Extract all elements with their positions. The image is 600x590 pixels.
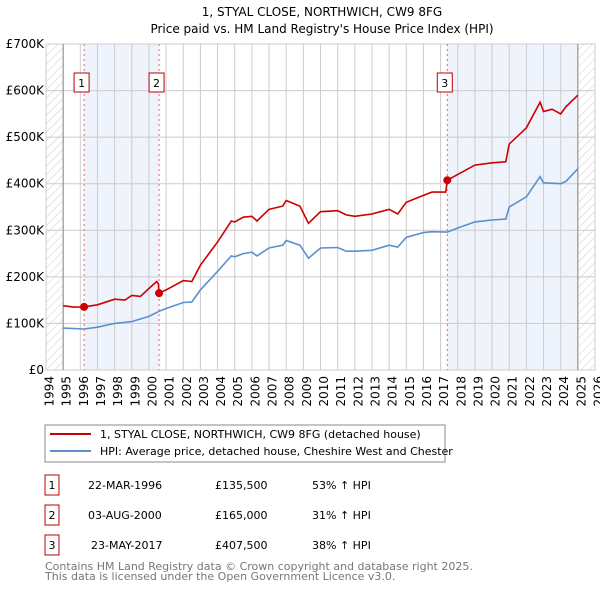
x-tick-label: 1995 (60, 376, 74, 407)
sale-marker-label: 1 (78, 77, 85, 90)
x-tick-label: 2019 (471, 376, 485, 407)
x-tick-label: 1994 (43, 376, 57, 407)
chart-subtitle: Price paid vs. HM Land Registry's House … (150, 22, 493, 36)
plot-area: 1994 1995 1996 1997 1998 1999 2000 2001 2002 2003… (6, 37, 600, 407)
sale-marker-box (436, 72, 453, 93)
legend-property-label: 1, STYAL CLOSE, NORTHWICH, CW9 8FG (deta… (100, 428, 421, 441)
table-row: 2 03-AUG-2000 £165,000 31% ↑ HPI (44, 504, 371, 526)
x-tick-label: 2021 (506, 376, 520, 407)
shaded-ownership-period (84, 44, 160, 370)
series-line-property (63, 94, 579, 308)
footer-copyright: Contains HM Land Registry data © Crown c… (45, 560, 473, 573)
x-tick-label: 1996 (77, 376, 91, 407)
x-tick-label: 2022 (523, 376, 537, 407)
x-tick-label: 2026 (592, 376, 600, 407)
legend-hpi-label: HPI: Average price, detached house, Ches… (100, 445, 453, 458)
x-tick-label: 2002 (180, 376, 194, 407)
x-tick-label: 2009 (300, 376, 314, 407)
sale-point (443, 176, 452, 185)
hatched-region-after (577, 44, 595, 370)
y-tick-label: £600K (6, 84, 46, 98)
y-tick-label: £0 (29, 363, 44, 377)
sale-number: 1 (49, 479, 56, 492)
sale-marker-box (148, 72, 165, 93)
y-tick-label: £100K (6, 316, 46, 330)
x-tick-label: 2013 (368, 376, 382, 407)
sale-date: 22-MAR-1996 (88, 479, 162, 492)
sale-price: £407,500 (215, 539, 268, 552)
sale-hpi: 38% ↑ HPI (312, 539, 371, 552)
x-tick-label: 2011 (334, 376, 348, 407)
sale-number: 3 (49, 539, 56, 552)
x-tick-label: 2006 (248, 376, 262, 407)
x-tick-label: 2023 (540, 376, 554, 407)
x-tick-label: 2025 (574, 376, 588, 407)
x-tick-label: 2000 (145, 376, 159, 407)
sale-number: 2 (49, 509, 56, 522)
x-tick-label: 1999 (128, 376, 142, 407)
sale-point (155, 289, 164, 298)
sale-price: £135,500 (215, 479, 268, 492)
table-row: 1 22-MAR-1996 £135,500 53% ↑ HPI (44, 474, 371, 496)
sale-date: 23-MAY-2017 (91, 539, 163, 552)
x-tick-label: 2010 (317, 376, 331, 407)
sale-hpi: 53% ↑ HPI (312, 479, 371, 492)
x-tick-label: 2007 (266, 376, 280, 407)
y-tick-label: £500K (6, 130, 46, 144)
x-tick-label: 2008 (283, 376, 297, 407)
legend: 1, STYAL CLOSE, NORTHWICH, CW9 8FG (deta… (44, 424, 453, 463)
series-line-hpi (63, 168, 579, 330)
x-tick-label: 2014 (386, 376, 400, 407)
footer-licence: This data is licensed under the Open Gov… (44, 570, 395, 583)
x-tick-label: 2005 (231, 376, 245, 407)
sale-marker-label: 2 (153, 77, 160, 90)
table-row: 3 23-MAY-2017 £407,500 38% ↑ HPI (44, 534, 371, 556)
x-tick-label: 2024 (557, 376, 571, 407)
y-tick-label: £700K (6, 37, 46, 51)
y-tick-label: £300K (6, 223, 46, 237)
sales-table: 1 22-MAR-1996 £135,500 53% ↑ HPI 2 03-AU… (44, 474, 371, 556)
chart-title: 1, STYAL CLOSE, NORTHWICH, CW9 8FG (202, 5, 442, 19)
x-tick-label: 2016 (420, 376, 434, 407)
x-tick-label: 2018 (454, 376, 468, 407)
shaded-ownership-period (447, 44, 578, 370)
sale-date: 03-AUG-2000 (88, 509, 162, 522)
x-tick-label: 1998 (111, 376, 125, 407)
x-tick-label: 2020 (489, 376, 503, 407)
sale-point (80, 302, 89, 311)
sale-hpi: 31% ↑ HPI (312, 509, 371, 522)
x-tick-label: 2004 (214, 376, 228, 407)
hatched-region-before (46, 44, 64, 370)
x-tick-label: 2015 (403, 376, 417, 407)
x-tick-label: 2003 (197, 376, 211, 407)
x-tick-label: 2001 (163, 376, 177, 407)
y-tick-label: £400K (6, 177, 46, 191)
x-tick-label: 2017 (437, 376, 451, 407)
sale-price: £165,000 (215, 509, 268, 522)
x-tick-label: 1997 (94, 376, 108, 407)
x-tick-label: 2012 (351, 376, 365, 407)
y-tick-label: £200K (6, 270, 46, 284)
sale-marker-box (73, 72, 90, 93)
sale-marker-label: 3 (441, 77, 448, 90)
